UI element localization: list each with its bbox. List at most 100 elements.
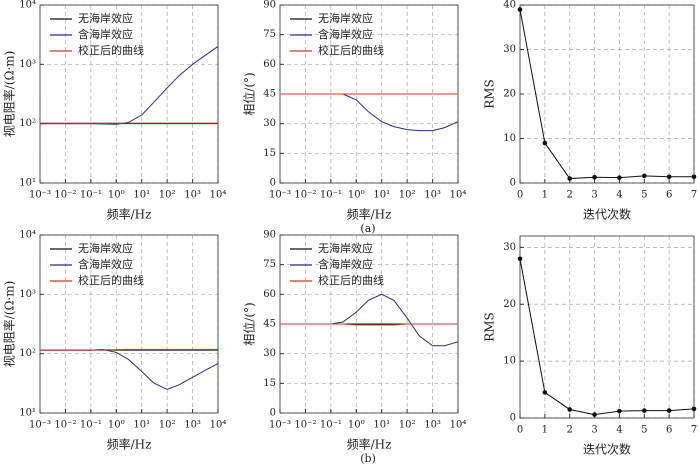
y-tick-label: 30	[503, 242, 516, 253]
point	[592, 412, 597, 417]
plot-frame	[39, 234, 219, 414]
legend-label: 校正后的曲线	[78, 43, 144, 57]
x-tick-label: 10²	[399, 190, 416, 201]
x-tick-label: 10⁻¹	[320, 420, 342, 431]
series-line	[280, 93, 459, 132]
y-tick-label: 15	[263, 378, 276, 389]
x-tick-label: 6	[666, 190, 672, 201]
chart: 10⁻³ 10⁻² 10⁻¹ 10⁰ 10¹ 10² 10³ 10⁴ 0 15 30 45 60 75 90…	[242, 230, 467, 452]
x-tick-label: 3	[591, 190, 597, 201]
x-tick-label: 10¹	[373, 420, 390, 431]
x-tick-label: 10⁰	[348, 190, 365, 201]
plot-frame	[39, 4, 219, 184]
y-axis-label: 相位/(°)	[242, 72, 257, 115]
legend-label: 校正后的曲线	[78, 273, 144, 287]
x-tick-label: 3	[591, 425, 597, 436]
x-tick-label: 10¹	[373, 190, 390, 201]
point	[567, 176, 573, 181]
x-tick-label: 10⁴	[210, 190, 227, 201]
y-tick-label: 30	[503, 44, 516, 55]
x-axis-label: 迭代次数	[583, 207, 631, 222]
x-axis-label: 频率/Hz	[347, 207, 392, 222]
plot-frame	[519, 235, 695, 419]
point	[691, 406, 697, 412]
point	[542, 390, 548, 395]
series-line	[280, 323, 458, 326]
x-tick-label: 10²	[399, 420, 416, 431]
x-tick-label: 10⁰	[108, 190, 125, 201]
y-tick-label: 45	[263, 89, 276, 100]
x-tick-label: 10³	[184, 190, 201, 201]
y-axis-label: 相位/(°)	[242, 302, 257, 345]
x-tick-label: 10¹	[133, 190, 150, 201]
x-tick-label: 0	[517, 425, 523, 436]
legend-label: 无海岸效应	[318, 11, 373, 25]
x-tick-label: 10⁻³	[269, 190, 291, 201]
x-tick-label: 10⁻²	[294, 190, 316, 201]
y-tick-label: 90	[263, 230, 276, 241]
chart: 0 1 2 3 4 5 6 7 0 10 20 30 迭代次数 RMS	[483, 235, 697, 457]
series-line	[519, 9, 694, 180]
x-tick-label: 10³	[424, 190, 441, 201]
x-tick-label: 7	[691, 190, 697, 201]
y-tick-label: 10³	[19, 289, 36, 300]
point	[517, 256, 523, 262]
point	[542, 140, 548, 146]
x-tick-label: 10¹	[133, 420, 150, 431]
y-tick-label: 10³	[19, 59, 36, 70]
legend-label: 无海岸效应	[78, 241, 133, 255]
y-axis-label: RMS	[483, 79, 497, 109]
x-tick-label: 4	[616, 425, 622, 436]
series-line	[519, 258, 695, 416]
chart: 0 1 2 3 4 5 6 7 0 10 20 30 40 迭代次数 RMS	[483, 0, 698, 222]
series-line	[280, 293, 459, 347]
x-tick-label: 10⁴	[450, 420, 467, 431]
x-tick-label: 10⁻¹	[80, 190, 102, 201]
x-tick-label: 10³	[424, 420, 441, 431]
x-tick-label: 2	[567, 425, 573, 436]
point	[666, 174, 672, 180]
y-tick-label: 10²	[19, 348, 36, 359]
x-tick-label: 10⁴	[450, 190, 467, 201]
x-tick-label: 6	[666, 425, 672, 436]
y-tick-label: 0	[510, 178, 516, 189]
x-tick-label: 10⁻³	[269, 420, 291, 431]
x-tick-label: 10²	[159, 190, 176, 201]
y-tick-label: 15	[263, 148, 276, 159]
legend-label: 校正后的曲线	[318, 273, 384, 287]
series-line	[40, 46, 219, 125]
x-tick-label: 10⁻²	[54, 190, 76, 201]
x-tick-label: 4	[616, 190, 622, 201]
y-tick-label: 60	[263, 59, 276, 70]
point	[691, 174, 697, 180]
x-tick-label: 10⁻³	[29, 190, 51, 201]
x-tick-label: 10⁴	[210, 420, 227, 431]
y-axis-label: 视电阻率/(Ω·m)	[2, 281, 17, 368]
point	[641, 408, 647, 413]
x-tick-label: 10⁰	[108, 420, 125, 431]
chart: 10⁻³ 10⁻² 10⁻¹ 10⁰ 10¹ 10² 10³ 10⁴ 0 15 30 45 60 75 90…	[242, 0, 467, 222]
x-tick-label: 10⁻²	[54, 420, 76, 431]
legend-label: 校正后的曲线	[318, 43, 384, 57]
y-axis-label: RMS	[483, 312, 497, 342]
x-tick-label: 1	[542, 190, 548, 201]
x-axis-label: 频率/Hz	[107, 437, 152, 452]
y-tick-label: 30	[263, 118, 276, 129]
x-axis-label: 频率/Hz	[347, 437, 392, 452]
point	[641, 173, 647, 179]
point	[617, 175, 622, 180]
point	[517, 7, 523, 12]
y-tick-label: 10⁴	[19, 230, 36, 241]
x-tick-label: 10²	[159, 420, 176, 431]
legend-label: 含海岸效应	[78, 27, 133, 41]
y-tick-label: 0	[270, 408, 276, 419]
x-tick-label: 10⁻³	[29, 420, 51, 431]
x-tick-label: 5	[641, 425, 647, 436]
y-tick-label: 60	[263, 289, 276, 300]
y-tick-label: 10	[503, 356, 516, 367]
y-axis-label: 视电阻率/(Ω·m)	[2, 51, 17, 138]
series-line	[40, 348, 218, 351]
x-tick-label: 10⁻¹	[80, 420, 102, 431]
x-tick-label: 2	[567, 190, 573, 201]
